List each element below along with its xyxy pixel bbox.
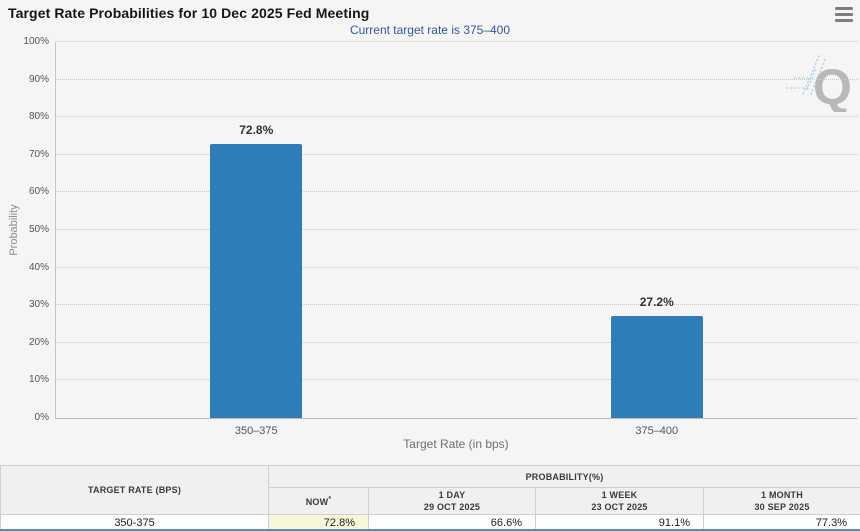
probability-bar-375–400[interactable]: [610, 315, 703, 418]
quikstrike-watermark-logo: Q: [785, 48, 853, 117]
now-footnote-asterisk: *: [328, 496, 332, 503]
bar-value-label: 27.2%: [639, 294, 674, 309]
y-tick-label: 10%: [28, 374, 49, 386]
probability-table: TARGET RATE (BPS) PROBABILITY(%) NOW* 1 …: [0, 465, 860, 531]
hamburger-bar: [835, 13, 853, 16]
gridline: [56, 229, 857, 230]
cell-1-month-probability: 77.3%: [703, 514, 860, 531]
gridline: [56, 116, 857, 118]
bar-value-label: 72.8%: [239, 123, 274, 138]
watermark-letter: Q: [813, 59, 852, 112]
y-tick-label: 50%: [28, 224, 49, 235]
gridline: [56, 153, 857, 155]
cell-now-probability: 72.8%: [268, 514, 369, 531]
col-header-1-week: 1 WEEK 23 OCT 2025: [535, 487, 704, 515]
col-header-target-rate: TARGET RATE (BPS): [0, 465, 269, 515]
y-tick-label: 40%: [28, 261, 49, 273]
gridline: [56, 304, 857, 306]
current-target-rate-label: Current target rate is 375–400: [349, 23, 511, 37]
x-tick-label: 375–400: [635, 425, 679, 437]
col-header-1-day: 1 DAY 29 OCT 2025: [368, 487, 536, 515]
col-header-probability-group: PROBABILITY(%): [268, 465, 860, 488]
y-tick-label: 20%: [28, 336, 49, 348]
y-tick-label: 70%: [28, 148, 49, 160]
cell-1-day-probability: 66.6%: [368, 514, 536, 531]
hamburger-menu-icon[interactable]: [835, 7, 853, 22]
hamburger-bar: [835, 7, 853, 10]
y-tick-label: 60%: [28, 186, 49, 198]
x-axis-title: Target Rate (in bps): [403, 437, 509, 451]
y-tick-label: 100%: [23, 36, 49, 47]
probability-bar-chart: Q 0% 10% 20% 30% 40% 50% 60% 70% 80% 90% 100% 72.8%…: [23, 37, 857, 437]
gridline: [56, 41, 857, 42]
probability-bar-350–375[interactable]: [210, 144, 303, 418]
gridline: [56, 191, 857, 193]
hamburger-bar: [835, 19, 853, 22]
page-title: Target Rate Probabilities for 10 Dec 202…: [8, 5, 370, 21]
gridline: [56, 379, 857, 381]
gridline: [56, 341, 857, 343]
y-tick-label: 90%: [28, 73, 49, 85]
y-tick-label: 0%: [34, 412, 49, 423]
y-tick-label: 30%: [28, 299, 49, 311]
col-header-1-month: 1 MONTH 30 SEP 2025: [703, 487, 860, 515]
table-row: 350-375 72.8% 66.6% 91.1% 77.3%: [0, 514, 860, 531]
cell-target-rate: 350-375: [0, 514, 269, 531]
next-row-highlight-edge: [0, 529, 860, 531]
gridline: [56, 266, 857, 268]
x-tick-label: 350–375: [234, 425, 278, 437]
y-tick-label: 80%: [28, 111, 49, 123]
gridline: [56, 78, 857, 80]
col-header-now: NOW*: [268, 487, 369, 515]
